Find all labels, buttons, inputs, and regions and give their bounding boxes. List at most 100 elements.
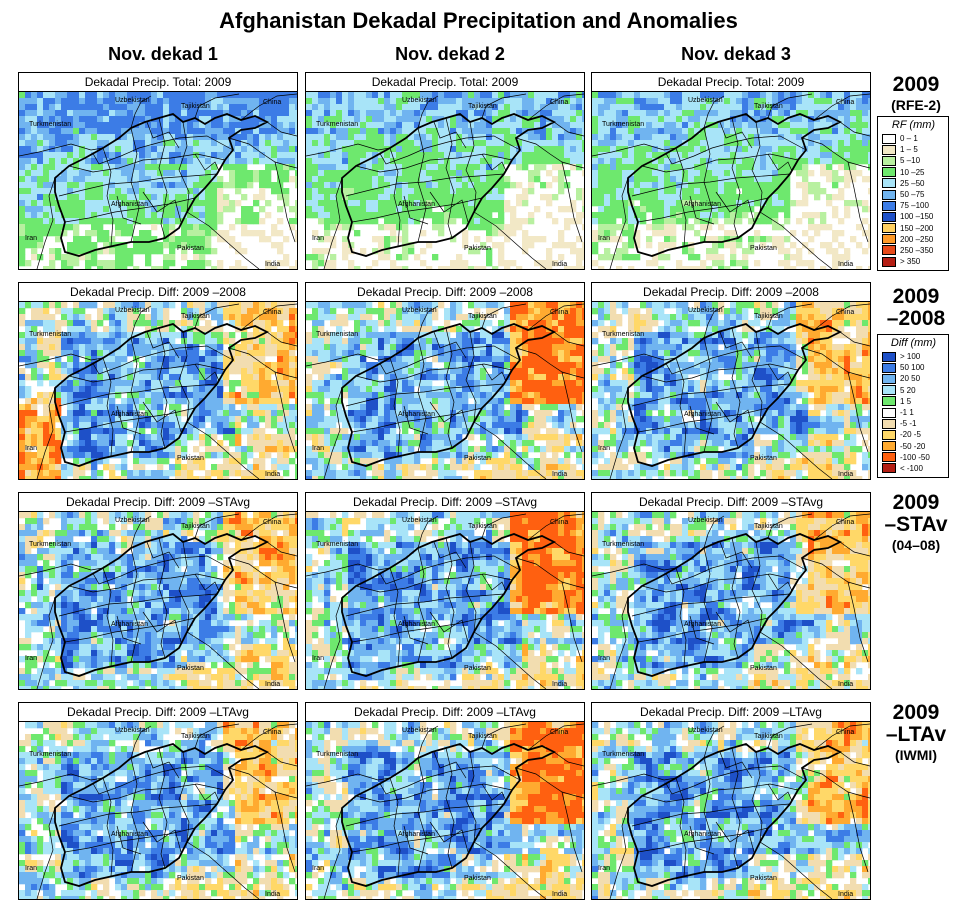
precipitation-map: Uzbekistan Tajikistan China Turkmenistan Afg… <box>306 302 584 479</box>
country-borders <box>306 93 584 269</box>
legend-label: -20 -5 <box>900 430 921 440</box>
map-label-india: India <box>838 261 853 268</box>
afghanistan-boundary <box>54 113 270 257</box>
afghanistan-boundary <box>54 533 270 677</box>
map-label-india: India <box>552 261 567 268</box>
afghanistan-boundary <box>627 113 843 257</box>
legend-entry: 1 5 <box>882 396 945 407</box>
map-label-pakistan: Pakistan <box>177 245 204 252</box>
legend-entry: 150 –200 <box>882 223 945 234</box>
legend-swatch <box>882 200 896 211</box>
map-label-turkmenistan: Turkmenistan <box>602 541 644 548</box>
afghanistan-boundary <box>627 323 843 467</box>
map-label-pakistan: Pakistan <box>177 875 204 882</box>
map-label-tajikistan: Tajikistan <box>181 103 210 110</box>
map-label-pakistan: Pakistan <box>750 245 777 252</box>
legend-entry: -1 1 <box>882 407 945 418</box>
column-header-dekad-1: Nov. dekad 1 <box>108 44 218 64</box>
legend-entry: 10 –25 <box>882 167 945 178</box>
legend-label: 1 5 <box>900 396 912 406</box>
country-borders <box>306 723 584 899</box>
legend-swatch <box>882 189 896 200</box>
map-label-iran: Iran <box>25 445 37 452</box>
row-label-2009: 2009 (RFE-2) <box>876 73 956 113</box>
precipitation-grid <box>592 512 870 689</box>
legend-entry: 200 –250 <box>882 234 945 245</box>
map-label-afghanistan: Afghanistan <box>398 411 435 418</box>
map-label-uzbekistan: Uzbekistan <box>115 307 150 314</box>
precipitation-map: Uzbekistan Tajikistan China Turkmenistan Afg… <box>19 512 297 689</box>
map-label-china: China <box>836 99 854 106</box>
map-label-turkmenistan: Turkmenistan <box>29 331 71 338</box>
map-label-afghanistan: Afghanistan <box>684 831 721 838</box>
map-panel: Dekadal Precip. Diff: 2009 –STAvg Uzbekis… <box>18 492 298 690</box>
map-label-uzbekistan: Uzbekistan <box>402 727 437 734</box>
map-label-uzbekistan: Uzbekistan <box>115 517 150 524</box>
map-label-uzbekistan: Uzbekistan <box>688 307 723 314</box>
legend-swatch <box>882 144 896 155</box>
legend-swatch <box>882 452 896 463</box>
country-borders <box>592 93 870 269</box>
map-label-pakistan: Pakistan <box>464 875 491 882</box>
legend-swatch <box>882 256 896 267</box>
map-label-china: China <box>836 309 854 316</box>
legend-label: 0 – 1 <box>900 134 918 144</box>
map-label-tajikistan: Tajikistan <box>754 733 783 740</box>
map-label-turkmenistan: Turkmenistan <box>29 121 71 128</box>
legend-swatch <box>882 245 896 256</box>
province-boundaries <box>58 117 234 247</box>
map-label-turkmenistan: Turkmenistan <box>602 331 644 338</box>
legend-swatch <box>882 418 896 429</box>
legend-label: > 350 <box>900 257 921 267</box>
panel-title: Dekadal Precip. Total: 2009 <box>19 73 297 92</box>
map-panel: Dekadal Precip. Total: 2009 Uzbekistan Taj… <box>305 72 585 270</box>
row-label-sub: (04–08) <box>891 537 941 554</box>
panel-title: Dekadal Precip. Diff: 2009 –2008 <box>592 283 870 302</box>
legend-swatch <box>882 362 896 373</box>
province-boundaries <box>345 537 521 667</box>
map-label-tajikistan: Tajikistan <box>181 733 210 740</box>
country-borders <box>592 513 870 689</box>
country-borders <box>592 303 870 479</box>
map-label-uzbekistan: Uzbekistan <box>402 307 437 314</box>
map-label-india: India <box>265 471 280 478</box>
map-label-uzbekistan: Uzbekistan <box>688 517 723 524</box>
province-boundaries <box>631 327 807 457</box>
afghanistan-boundary <box>341 533 557 677</box>
legend-entry: 50 –75 <box>882 189 945 200</box>
legend-entry: 0 – 1 <box>882 133 945 144</box>
map-label-tajikistan: Tajikistan <box>754 523 783 530</box>
map-label-turkmenistan: Turkmenistan <box>602 121 644 128</box>
province-boundaries <box>58 327 234 457</box>
province-boundaries <box>631 537 807 667</box>
precipitation-map: Uzbekistan Tajikistan China Turkmenistan Afg… <box>19 722 297 899</box>
column-header-dekad-2: Nov. dekad 2 <box>395 44 505 64</box>
province-boundaries <box>345 747 521 877</box>
map-label-iran: Iran <box>598 235 610 242</box>
legend-label: -100 -50 <box>900 452 930 462</box>
legend-label: 150 –200 <box>900 223 934 233</box>
map-label-uzbekistan: Uzbekistan <box>402 517 437 524</box>
map-label-iran: Iran <box>598 445 610 452</box>
map-label-iran: Iran <box>312 865 324 872</box>
legend-label: 100 –150 <box>900 212 934 222</box>
precipitation-map: Uzbekistan Tajikistan China Turkmenistan Afg… <box>306 722 584 899</box>
legend-label: 50 –75 <box>900 190 925 200</box>
afghanistan-boundary <box>341 743 557 887</box>
legend-entry: > 350 <box>882 256 945 267</box>
map-panel: Dekadal Precip. Diff: 2009 –LTAvg Uzbekis… <box>18 702 298 900</box>
legend-label: < -100 <box>900 463 923 473</box>
legend-label: 75 –100 <box>900 201 929 211</box>
panel-title: Dekadal Precip. Diff: 2009 –STAvg <box>592 493 870 512</box>
country-borders <box>306 303 584 479</box>
legend-swatch <box>882 211 896 222</box>
panel-title: Dekadal Precip. Diff: 2009 –LTAvg <box>592 703 870 722</box>
afghanistan-boundary <box>627 533 843 677</box>
legend-swatch <box>882 234 896 245</box>
map-label-turkmenistan: Turkmenistan <box>316 541 358 548</box>
map-label-tajikistan: Tajikistan <box>468 313 497 320</box>
map-label-pakistan: Pakistan <box>464 665 491 672</box>
map-label-tajikistan: Tajikistan <box>754 103 783 110</box>
panel-title: Dekadal Precip. Diff: 2009 –LTAvg <box>19 703 297 722</box>
